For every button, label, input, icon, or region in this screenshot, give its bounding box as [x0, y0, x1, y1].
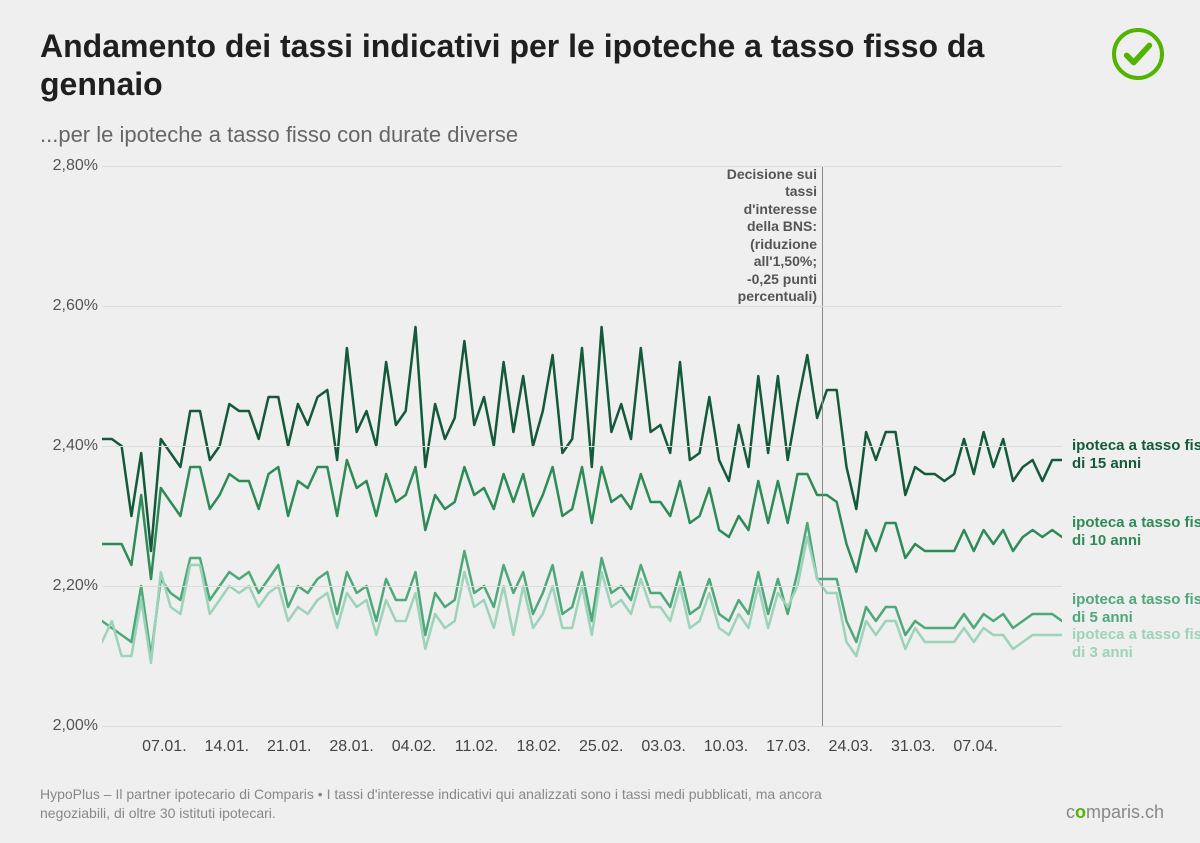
- series-line-y15: [102, 327, 1062, 551]
- line-chart: 2,80%2,60%2,40%2,20%2,00% Decisione suit…: [40, 166, 1200, 766]
- y-tick-label: 2,80%: [53, 157, 98, 175]
- y-tick-label: 2,20%: [53, 577, 98, 595]
- x-tick-label: 10.03.: [704, 738, 748, 756]
- series-label-y5: ipoteca a tasso fisso di 5 anni: [1072, 591, 1200, 627]
- brand-prefix: c: [1066, 802, 1075, 822]
- x-tick-label: 14.01.: [205, 738, 249, 756]
- x-tick-label: 24.03.: [829, 738, 873, 756]
- brand-suffix: mparis.ch: [1086, 802, 1164, 822]
- x-tick-label: 28.01.: [329, 738, 373, 756]
- x-tick-label: 18.02.: [517, 738, 561, 756]
- gridline: [102, 726, 1062, 727]
- y-tick-label: 2,00%: [53, 717, 98, 735]
- x-tick-label: 07.01.: [142, 738, 186, 756]
- x-tick-label: 11.02.: [455, 738, 498, 756]
- series-label-y15: ipoteca a tasso fisso di 15 anni: [1072, 437, 1200, 473]
- series-line-y3: [102, 537, 1062, 663]
- y-axis: 2,80%2,60%2,40%2,20%2,00%: [40, 166, 98, 726]
- series-label-y3: ipoteca a tasso fisso di 3 anni: [1072, 626, 1200, 662]
- y-tick-label: 2,40%: [53, 437, 98, 455]
- brand-accent-o: o: [1075, 802, 1086, 822]
- gridline: [102, 586, 1062, 587]
- brand-checkmark-icon: [1112, 28, 1164, 80]
- footer-brand: comparis.ch: [1066, 802, 1164, 823]
- x-tick-label: 21.01.: [267, 738, 311, 756]
- plot-area: Decisione suitassid'interessedella BNS:(…: [102, 166, 1062, 726]
- series-label-y10: ipoteca a tasso fisso di 10 anni: [1072, 514, 1200, 550]
- bns-annotation-text: Decisione suitassid'interessedella BNS:(…: [707, 166, 817, 306]
- x-tick-label: 25.02.: [579, 738, 623, 756]
- x-tick-label: 03.03.: [641, 738, 685, 756]
- page-subtitle: ...per le ipoteche a tasso fisso con dur…: [40, 122, 1200, 148]
- x-tick-label: 17.03.: [766, 738, 810, 756]
- footer: HypoPlus – Il partner ipotecario di Comp…: [40, 785, 1164, 823]
- x-tick-label: 04.02.: [392, 738, 436, 756]
- gridline: [102, 166, 1062, 167]
- x-tick-label: 07.04.: [953, 738, 997, 756]
- x-tick-label: 31.03.: [891, 738, 935, 756]
- y-tick-label: 2,60%: [53, 297, 98, 315]
- series-line-y10: [102, 460, 1062, 579]
- gridline: [102, 306, 1062, 307]
- gridline: [102, 446, 1062, 447]
- page-title: Andamento dei tassi indicativi per le ip…: [40, 28, 1020, 104]
- footer-note: HypoPlus – Il partner ipotecario di Comp…: [40, 785, 860, 823]
